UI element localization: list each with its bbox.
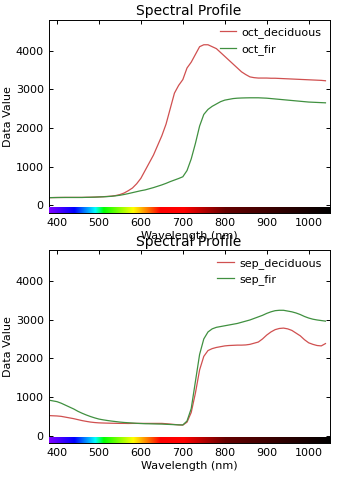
sep_fir [172,422,177,428]
sep_deciduous [172,421,177,427]
Legend: sep_deciduous, sep_fir: sep_deciduous, sep_fir [213,253,326,290]
Y-axis label: Data Value: Data Value [3,86,13,147]
sep_fir [277,307,281,313]
oct_fir [269,96,273,101]
Title: Spectral Profile: Spectral Profile [136,4,242,19]
oct_fir [46,195,51,200]
oct_fir [135,189,139,195]
oct_fir [248,95,252,101]
Line: oct_fir: oct_fir [49,98,325,197]
oct_fir [323,100,328,106]
oct_fir [307,99,311,105]
sep_deciduous [269,329,273,335]
oct_deciduous [202,42,206,48]
Line: oct_deciduous: oct_deciduous [49,45,325,197]
X-axis label: Wavelength (nm): Wavelength (nm) [141,461,237,471]
sep_fir [323,318,328,324]
sep_fir [46,397,51,403]
sep_deciduous [323,341,328,346]
sep_deciduous [46,413,51,418]
sep_fir [168,421,172,427]
oct_deciduous [269,75,273,81]
oct_deciduous [72,195,76,200]
oct_deciduous [46,195,51,200]
sep_fir [72,406,76,412]
oct_deciduous [307,77,311,83]
oct_deciduous [323,78,328,84]
sep_deciduous [181,422,185,428]
Y-axis label: Data Value: Data Value [3,316,13,377]
sep_fir [181,422,185,428]
Title: Spectral Profile: Spectral Profile [136,235,242,249]
sep_deciduous [168,421,172,427]
sep_deciduous [72,416,76,421]
sep_deciduous [281,325,286,331]
oct_deciduous [135,181,139,187]
oct_fir [168,179,172,185]
sep_deciduous [118,420,122,426]
Legend: oct_deciduous, oct_fir: oct_deciduous, oct_fir [215,23,326,59]
oct_fir [72,195,76,200]
sep_fir [135,420,139,426]
sep_fir [118,419,122,425]
X-axis label: Wavelength (nm): Wavelength (nm) [141,231,237,241]
Line: sep_deciduous: sep_deciduous [49,328,325,425]
oct_deciduous [118,192,122,197]
oct_fir [118,193,122,198]
sep_fir [269,309,273,315]
sep_deciduous [135,420,139,426]
Line: sep_fir: sep_fir [49,310,325,425]
oct_deciduous [168,106,172,112]
